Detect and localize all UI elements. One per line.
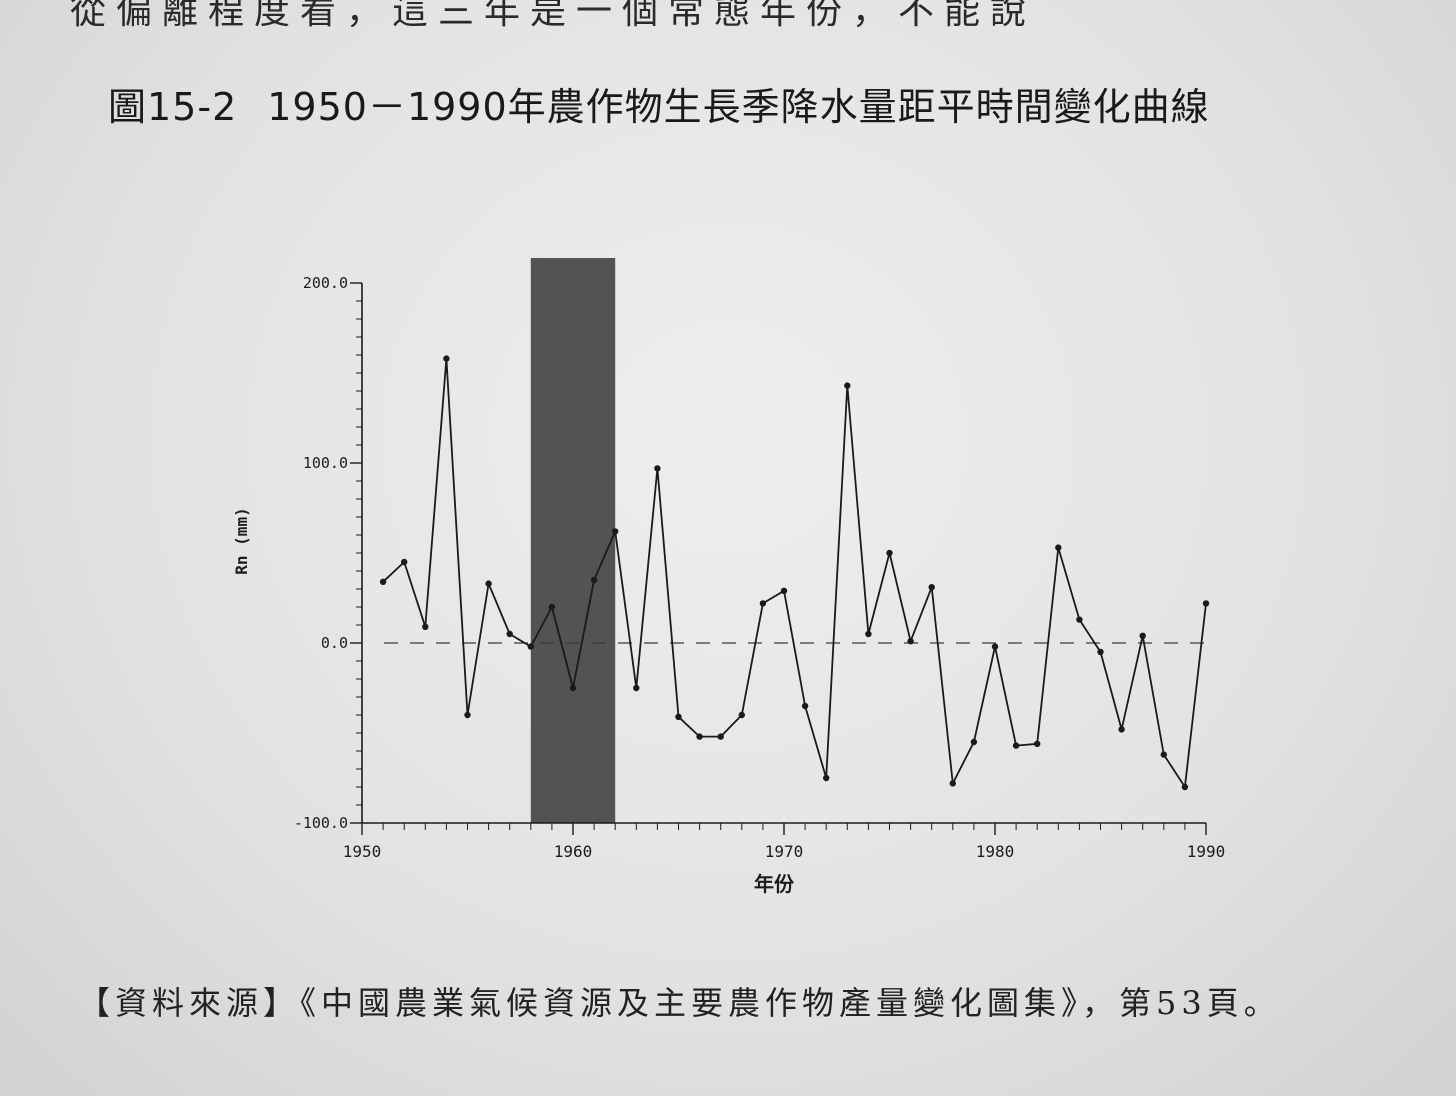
y-tick-label: -100.0 [294,814,348,832]
data-point [401,558,408,566]
data-point [633,684,640,692]
figure-caption: 1950－1990年農作物生長季降水量距平時間變化曲線 [267,85,1210,129]
data-point [717,733,724,740]
top-cut-text: 從偏離程度看，這三年是一個常態年份，不能說 [70,0,1037,32]
data-point [907,638,914,645]
y-axis-label: Rn (mm) [232,507,251,574]
figure-title: 圖15-2 1950－1990年農作物生長季降水量距平時間變化曲線 [108,76,1210,131]
x-tick-label: 1950 [343,842,382,861]
data-point [949,780,956,787]
data-point [654,465,661,472]
data-point [506,630,513,638]
data-point [1012,742,1020,749]
data-point [569,684,577,692]
data-point [928,584,935,591]
data-point [1139,632,1146,639]
data-point [738,711,745,719]
data-point [1202,600,1210,607]
data-point [485,580,492,587]
data-point [675,713,682,720]
data-point [379,578,387,585]
data-point [422,623,429,630]
figure-number: 圖15-2 [108,85,238,129]
x-axis-label: 年份 [754,872,795,896]
shaded-period-band [530,258,616,823]
x-tick-label: 1960 [554,842,593,861]
y-tick-label: 100.0 [303,454,348,472]
data-point [991,643,999,650]
data-point [696,733,703,740]
data-point [1097,648,1104,656]
y-tick-label: 0.0 [321,634,348,652]
data-point [1181,783,1189,791]
data-point [527,643,534,650]
data-point [548,603,556,611]
series-line [382,357,1207,788]
data-point [1118,726,1125,733]
data-point [759,600,767,607]
data-point [1055,544,1062,551]
data-point [886,549,893,557]
data-point [1076,616,1083,623]
data-point [1034,740,1041,747]
data-point [823,774,830,782]
x-tick-label: 1980 [976,842,1015,861]
data-point [865,630,872,638]
x-tick-label: 1970 [765,842,804,861]
data-point [464,711,471,719]
data-point [590,576,598,584]
data-point [443,355,450,362]
y-tick-label: 200.0 [303,274,348,292]
data-point [1160,751,1168,758]
data-point [970,738,978,746]
data-point [801,702,809,710]
data-point [612,528,619,535]
x-tick-label: 1990 [1187,842,1226,861]
data-point [844,382,851,389]
source-note: 【資料來源】《中國農業氣候資源及主要農作物產量變化圖集》，第53頁。 [78,984,1281,1022]
data-point [780,587,788,594]
